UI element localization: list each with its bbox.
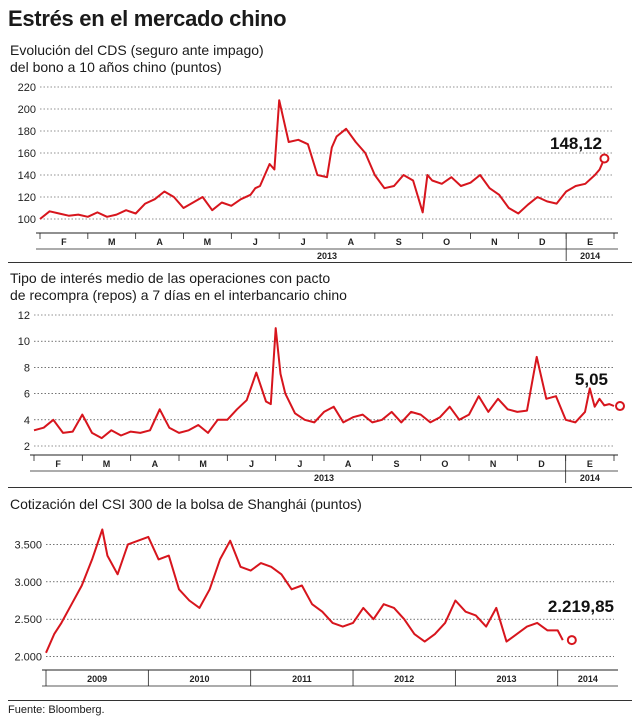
y-tick-label: 10 [18, 336, 30, 348]
month-label: A [348, 237, 355, 247]
divider [8, 487, 632, 488]
y-tick-label: 12 [18, 310, 30, 322]
chart1-subtitle: Evolución del CDS (seguro ante impago) d… [10, 42, 264, 76]
last-value-label: 5,05 [575, 370, 608, 389]
y-tick-label: 2.000 [14, 652, 42, 664]
year-label: 2013 [497, 674, 517, 684]
y-tick-label: 160 [18, 148, 36, 160]
last-value-marker [599, 153, 610, 164]
month-label: E [587, 237, 593, 247]
y-tick-label: 3.000 [14, 577, 42, 589]
month-label: M [204, 237, 212, 247]
month-label: O [443, 237, 450, 247]
month-label: E [587, 459, 593, 469]
chart2-subtitle-line2: de recompra (repos) a 7 días en el inter… [10, 287, 347, 303]
month-label: S [396, 237, 402, 247]
month-label: D [539, 237, 546, 247]
month-label: A [345, 459, 352, 469]
chart1-subtitle-line2: del bono a 10 años chino (puntos) [10, 59, 222, 75]
year-label: 2013 [314, 473, 334, 483]
repo-chart: 2 4 6 8 10 12 F M A M J J A S O N D E 2013 2014 5,05 [18, 310, 625, 483]
month-label: M [199, 459, 207, 469]
y-tick-label: 140 [18, 170, 36, 182]
y-tick-label: 180 [18, 126, 36, 138]
month-label: J [297, 459, 302, 469]
page-title: Estrés en el mercado chino [8, 6, 287, 31]
year-label: 2014 [580, 473, 600, 483]
series-line [33, 327, 615, 440]
month-label: N [491, 237, 498, 247]
csi300-chart: 2.000 2.500 3.000 3.500 2009 2010 2011 2012 2013… [14, 528, 618, 687]
source-note: Fuente: Bloomberg. [8, 704, 105, 716]
y-tick-label: 220 [18, 82, 36, 94]
year-label: 2012 [394, 674, 414, 684]
series-line [39, 99, 606, 220]
divider [8, 262, 632, 263]
series-line [45, 528, 564, 654]
month-label: J [301, 237, 306, 247]
month-label: D [538, 459, 545, 469]
month-label: N [490, 459, 497, 469]
year-label: 2011 [292, 674, 312, 684]
y-tick-label: 2.500 [14, 614, 42, 626]
cds-chart: 100 120 140 160 180 200 220 F M A M J J A S O N D E 2013 201… [18, 82, 618, 261]
y-tick-label: 6 [24, 389, 30, 401]
month-label: M [103, 459, 111, 469]
month-label: F [55, 459, 61, 469]
y-tick-label: 200 [18, 104, 36, 116]
y-tick-label: 8 [24, 362, 30, 374]
y-tick-label: 100 [18, 214, 36, 226]
year-label: 2013 [317, 251, 337, 261]
year-label: 2014 [578, 674, 598, 684]
divider [8, 700, 632, 701]
month-label: A [156, 237, 163, 247]
chart2-subtitle-line1: Tipo de interés medio de las operaciones… [10, 270, 331, 286]
year-label: 2014 [580, 251, 600, 261]
month-label: J [249, 459, 254, 469]
chart3-subtitle-line1: Cotización del CSI 300 de la bolsa de Sh… [10, 496, 362, 512]
chart2-subtitle: Tipo de interés medio de las operaciones… [10, 270, 347, 304]
month-label: F [61, 237, 67, 247]
last-value-marker [566, 635, 577, 646]
y-tick-label: 2 [24, 441, 30, 453]
month-label: O [441, 459, 448, 469]
month-label: A [152, 459, 159, 469]
year-label: 2009 [87, 674, 107, 684]
last-value-marker [615, 401, 625, 412]
chart3-subtitle: Cotización del CSI 300 de la bolsa de Sh… [10, 496, 362, 513]
y-tick-label: 120 [18, 192, 36, 204]
y-tick-label: 3.500 [14, 539, 42, 551]
chart1-subtitle-line1: Evolución del CDS (seguro ante impago) [10, 42, 264, 58]
last-value-label: 148,12 [550, 134, 602, 153]
month-label: M [108, 237, 116, 247]
year-label: 2010 [189, 674, 209, 684]
month-label: J [253, 237, 258, 247]
y-tick-label: 4 [24, 415, 30, 427]
month-label: S [393, 459, 399, 469]
last-value-label: 2.219,85 [548, 597, 614, 616]
